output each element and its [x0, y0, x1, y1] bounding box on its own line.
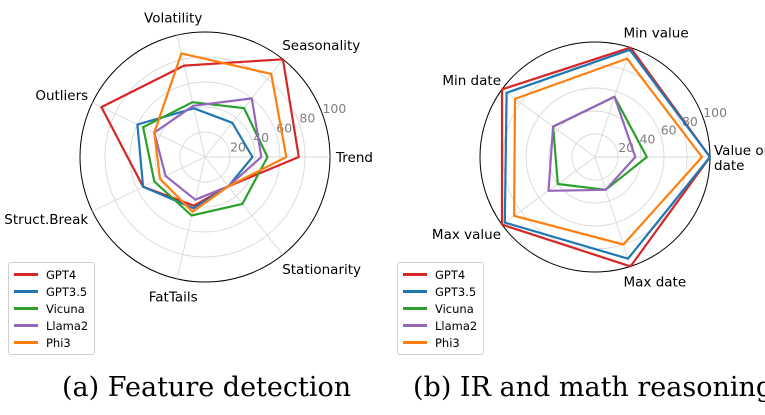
legend-item-gpt3-5: GPT3.5 [14, 283, 88, 300]
legend-item-gpt3-5: GPT3.5 [403, 283, 477, 300]
axis-label-fattails: FatTails [149, 289, 198, 305]
axis-label-volatility: Volatility [144, 11, 202, 27]
legend-label-gpt3-5: GPT3.5 [46, 284, 88, 299]
axis-label-trend: Trend [335, 150, 373, 166]
caption-ir-math-reasoning: (b) IR and math reasoning [413, 372, 765, 403]
legend-swatch-llama2 [14, 324, 38, 327]
series-line-gpt4 [500, 46, 712, 268]
legend-item-gpt4: GPT4 [14, 266, 88, 283]
series-line-gpt3-5 [503, 48, 712, 260]
legend-feature-detection: GPT4 GPT3.5 Vicuna Llama2 Phi3 [8, 262, 96, 355]
legend-label-llama2: Llama2 [46, 318, 89, 333]
axis-label-outliers: Outliers [35, 88, 88, 104]
legend-label-gpt3-5: GPT3.5 [435, 284, 477, 299]
radial-tick-label-60: 60 [661, 123, 677, 138]
legend-label-llama2: Llama2 [435, 318, 478, 333]
radial-tick-label-100: 100 [322, 101, 346, 116]
series-line-vicuna [551, 95, 648, 191]
radar-spoke-struct-break [92, 156, 206, 212]
radar-spoke-max-date [594, 156, 631, 267]
series-line-phi3 [512, 57, 704, 246]
radar-spoke-min-date [501, 89, 596, 158]
caption-feature-detection: (a) Feature detection [62, 372, 352, 403]
legend-label-vicuna: Vicuna [46, 301, 85, 316]
radial-tick-label-100: 100 [703, 105, 727, 120]
legend-item-llama2: Llama2 [403, 317, 477, 334]
series-line-phi3 [153, 52, 288, 213]
radial-tick-label-80: 80 [299, 111, 315, 126]
legend-swatch-phi3 [403, 341, 427, 344]
legend-swatch-phi3 [14, 341, 38, 344]
axis-label-max-value: Max value [432, 227, 501, 243]
legend-item-phi3: Phi3 [403, 334, 477, 351]
legend-swatch-gpt4 [14, 273, 38, 276]
legend-swatch-vicuna [14, 307, 38, 310]
legend-item-llama2: Llama2 [14, 317, 88, 334]
radial-tick-label-20: 20 [230, 139, 246, 154]
legend-item-vicuna: Vicuna [403, 300, 477, 317]
radial-tick-label-60: 60 [276, 120, 292, 135]
axis-label-min-date: Min date [442, 73, 501, 89]
legend-label-phi3: Phi3 [46, 335, 71, 350]
legend-ir-math-reasoning: GPT4 GPT3.5 Vicuna Llama2 Phi3 [397, 262, 485, 355]
legend-item-phi3: Phi3 [14, 334, 88, 351]
legend-item-vicuna: Vicuna [14, 300, 88, 317]
radar-spoke-stationarity [204, 156, 284, 256]
radar-spoke-min-value [594, 47, 631, 158]
axis-label-value-on-date: Value ondate [714, 143, 765, 174]
legend-swatch-gpt3-5 [403, 290, 427, 293]
series-line-llama2 [547, 95, 637, 192]
legend-swatch-vicuna [403, 307, 427, 310]
series-line-llama2 [153, 97, 263, 201]
radar-spoke-outliers [92, 102, 206, 158]
legend-swatch-gpt3-5 [14, 290, 38, 293]
series-line-vicuna [142, 101, 269, 217]
axis-label-max-date: Max date [624, 275, 687, 291]
radial-tick-label-40: 40 [639, 131, 655, 146]
axis-label-stationarity: Stationarity [282, 262, 361, 278]
radar-chart-feature-detection: 20406080100TrendSeasonalityVolatilityOut… [4, 11, 373, 306]
radar-spoke-fattails [176, 156, 206, 279]
legend-label-gpt4: GPT4 [435, 267, 466, 282]
axis-label-min-value: Min value [624, 25, 689, 41]
legend-label-gpt4: GPT4 [46, 267, 77, 282]
legend-swatch-llama2 [403, 324, 427, 327]
legend-label-phi3: Phi3 [435, 335, 460, 350]
legend-label-vicuna: Vicuna [435, 301, 474, 316]
legend-item-gpt4: GPT4 [403, 266, 477, 283]
legend-swatch-gpt4 [403, 273, 427, 276]
axis-label-struct-break: Struct.Break [4, 212, 88, 228]
axis-label-seasonality: Seasonality [282, 38, 360, 54]
